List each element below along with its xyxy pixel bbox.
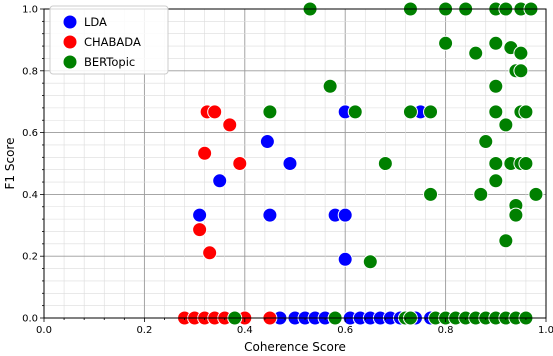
- legend-entry-lda: LDA: [62, 14, 107, 30]
- data-point-lda: [212, 173, 228, 189]
- legend-marker-lda: [62, 14, 78, 30]
- data-point-chabada: [202, 245, 218, 261]
- data-point-lda: [282, 156, 298, 171]
- data-point-bertopic: [488, 78, 504, 94]
- data-point-bertopic: [528, 186, 544, 202]
- legend-entry-bertopic: BERTopic: [62, 54, 135, 70]
- data-point-bertopic: [347, 104, 363, 120]
- x-tick-label: 0.2: [136, 325, 152, 336]
- data-point-bertopic: [362, 254, 378, 270]
- data-point-bertopic: [508, 207, 524, 223]
- data-point-bertopic: [473, 186, 489, 202]
- legend-marker-chabada: [62, 34, 78, 50]
- data-point-bertopic: [488, 173, 504, 189]
- data-point-lda: [262, 207, 278, 223]
- data-point-bertopic: [498, 117, 514, 133]
- data-point-bertopic: [518, 104, 534, 120]
- data-point-bertopic: [498, 233, 514, 249]
- data-point-bertopic: [322, 78, 338, 94]
- data-point-chabada: [197, 145, 213, 161]
- y-tick-label: 1.0: [22, 5, 38, 16]
- data-point-lda: [259, 134, 275, 150]
- x-tick-label: 0.4: [237, 325, 253, 336]
- data-point-bertopic: [488, 156, 504, 171]
- data-point-bertopic: [518, 156, 534, 171]
- data-point-bertopic: [438, 35, 454, 51]
- data-point-chabada: [207, 104, 223, 120]
- data-point-chabada: [222, 117, 238, 133]
- data-point-bertopic: [377, 156, 393, 171]
- data-point-lda: [192, 207, 208, 223]
- data-point-bertopic: [488, 104, 504, 120]
- y-tick-label: 0.4: [22, 190, 38, 201]
- data-point-chabada: [232, 156, 248, 171]
- data-point-bertopic: [423, 186, 439, 202]
- x-axis-title: Coherence Score: [244, 340, 346, 354]
- data-point-chabada: [192, 222, 208, 238]
- axis-ticks: 0.0 0.2 0.4 0.6 0.8 1.0 0.0 0.2 0.4 0.6 0.8 1.0: [22, 5, 553, 337]
- data-point-bertopic: [423, 104, 439, 120]
- legend: LDA CHABADA BERTopic: [49, 5, 169, 75]
- data-point-bertopic: [488, 35, 504, 51]
- x-tick-label: 1.0: [538, 325, 553, 336]
- data-point-bertopic: [262, 104, 278, 120]
- data-point-bertopic: [478, 134, 494, 150]
- legend-label-bertopic: BERTopic: [84, 55, 135, 69]
- y-tick-label: 0.0: [22, 314, 38, 325]
- y-tick-label: 0.6: [22, 128, 38, 139]
- data-point-lda: [337, 207, 353, 223]
- y-tick-label: 0.8: [22, 66, 38, 77]
- data-point-bertopic: [468, 45, 484, 61]
- data-point-bertopic: [402, 104, 418, 120]
- x-tick-label: 0.0: [36, 325, 52, 336]
- data-point-bertopic: [513, 63, 529, 79]
- y-tick-label: 0.2: [22, 252, 38, 263]
- legend-label-lda: LDA: [84, 15, 107, 29]
- y-axis-title: F1 Score: [3, 138, 17, 190]
- data-point-bertopic: [513, 45, 529, 61]
- legend-marker-bertopic: [62, 54, 78, 70]
- legend-label-chabada: CHABADA: [84, 35, 141, 49]
- plot-frame: [43, 8, 547, 319]
- legend-box: [49, 5, 169, 75]
- x-tick-label: 0.6: [337, 325, 353, 336]
- x-tick-label: 0.8: [438, 325, 454, 336]
- data-point-lda: [337, 251, 353, 267]
- legend-entry-chabada: CHABADA: [62, 34, 141, 50]
